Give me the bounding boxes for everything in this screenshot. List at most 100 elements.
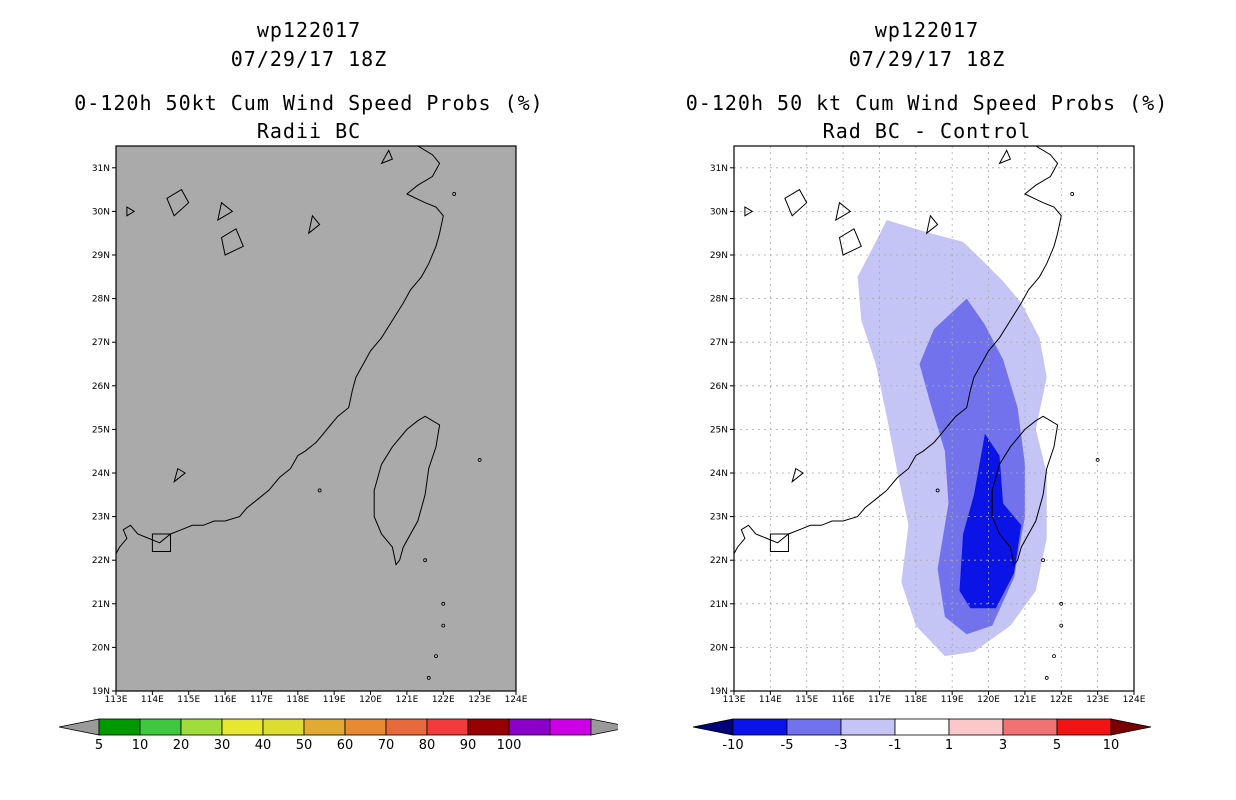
left-lat-tick-label: 25N [92,425,110,435]
left-lon-tick-label: 116E [214,695,237,705]
right-lon-tick-label: 114E [759,695,782,705]
right-lat-tick-label: 21N [710,600,728,610]
right-island [1095,458,1100,462]
right-lat-tick-label: 31N [710,164,728,174]
right-lat-tick-label: 27N [710,338,728,348]
right-colorbar-swatch [894,718,950,736]
right-island [1044,676,1049,680]
left-mainland-coast [116,146,444,555]
left-lake-outline [166,188,190,217]
left-colorbar-swatch [508,718,551,736]
left-colorbar-label: 80 [419,738,436,753]
left-island [317,488,322,493]
right-lat-tick-label: 26N [710,382,728,392]
left-island [426,676,431,680]
left-colorbar-label: 90 [460,738,477,753]
left-colorbar-swatch [139,718,182,736]
right-colorbar-label: -10 [722,738,743,753]
right-colorbar-swatch [732,718,788,736]
right-lat-tick-label: 28N [710,295,728,305]
right-lat-tick-label: 29N [710,251,728,261]
right-lake-outline [744,206,754,217]
left-lon-tick-label: 124E [505,695,528,705]
left-colorbar-swatch [385,718,428,736]
left-datetime: 07/29/17 18Z [230,47,388,71]
right-storm-id: wp122017 [874,18,980,42]
right-lat-tick-label: 19N [710,687,728,697]
right-lake-outline [791,467,804,484]
left-storm-id: wp122017 [256,18,362,42]
right-lat-tick-label: 30N [710,207,728,217]
right-colorbar-label: -5 [781,738,794,753]
right-colorbar-label: 3 [999,738,1007,753]
left-map-contents [116,146,482,680]
right-lake-outline [835,201,852,222]
left-colorbar-swatch [221,718,264,736]
left-lat-tick-label: 22N [92,556,110,566]
left-map-group: 113E 114E 115E 116E 117E 118E 119E 120E 121E 122E… [92,145,528,705]
right-island [1070,192,1075,196]
left-colorbar-label: 40 [255,738,272,753]
right-lon-tick-label: 122E [1050,695,1073,705]
right-lon-tick-label: 119E [941,695,964,705]
right-lake-outline [998,149,1012,165]
right-island [1059,623,1064,628]
right-lat-tick-label: 20N [710,643,728,653]
right-colorbar-extend-high [1110,718,1152,736]
left-lon-tick-label: 118E [286,695,309,705]
right-hong-kong-box [769,533,789,552]
left-experiment: Radii BC [256,119,362,143]
right-island [935,488,940,493]
left-map: 113E 114E 115E 116E 117E 118E 119E 120E 121E 122E… [58,145,618,753]
right-lat-tick-label: 23N [710,513,728,523]
right-prob-diff-contour-3 [959,433,1022,609]
left-lon-tick-label: 113E [105,695,128,705]
left-colorbar-swatch [344,718,387,736]
left-lat-tick-label: 27N [92,338,110,348]
right-mainland-coast [734,146,1062,555]
right-product-title: 0-120h 50 kt Cum Wind Speed Probs (%) [685,91,1169,115]
left-hong-kong-box [151,533,171,552]
right-colorbar-label: 1 [945,738,953,753]
left-colorbar-label: 20 [173,738,190,753]
left-lake-outline [380,149,394,165]
left-coastlines [116,146,482,680]
left-colorbar: 5 10 20 30 40 50 60 70 80 90 100 [58,718,618,753]
right-lon-tick-label: 115E [795,695,818,705]
right-map-frame [733,145,1135,692]
right-map-contents [734,146,1134,691]
left-colorbar-label: 50 [296,738,313,753]
right-lat-tick-label: 24N [710,469,728,479]
left-lake-outline [126,206,136,217]
right-panel: wp122017 07/29/17 18Z 0-120h 50 kt Cum W… [618,0,1236,800]
right-lon-tick-label: 121E [1013,695,1036,705]
right-experiment: Rad BC - Control [822,119,1032,143]
left-island [441,601,446,606]
left-colorbar-label: 100 [497,738,522,753]
left-colorbar-swatch [549,718,592,736]
right-map-group: 113E 114E 115E 116E 117E 118E 119E 120E 121E 122E… [710,145,1146,705]
left-colorbar-extend-high [590,718,618,736]
right-lake-outline [838,228,862,256]
left-island [434,654,438,659]
left-colorbar-swatch [426,718,469,736]
left-colorbar-swatch [467,718,510,736]
right-island [1059,601,1064,606]
left-lat-tick-label: 26N [92,382,110,392]
left-colorbar-label: 60 [337,738,354,753]
left-island [441,623,446,628]
left-product-title: 0-120h 50kt Cum Wind Speed Probs (%) [74,91,544,115]
left-lat-tick-label: 23N [92,513,110,523]
right-island [1041,558,1045,563]
right-colorbar-label: 5 [1053,738,1061,753]
left-colorbar-label: 5 [95,738,103,753]
left-lat-tick-label: 28N [92,295,110,305]
left-colorbar-label: 30 [214,738,231,753]
right-gridlines [734,146,1134,691]
left-taiwan-coast [373,415,441,566]
right-colorbar-extend-low [692,718,734,736]
right-lat-tick-label: 25N [710,425,728,435]
right-coastlines [734,146,1100,680]
right-lon-tick-label: 124E [1123,695,1146,705]
right-map: 113E 114E 115E 116E 117E 118E 119E 120E 121E 122E… [692,145,1152,753]
